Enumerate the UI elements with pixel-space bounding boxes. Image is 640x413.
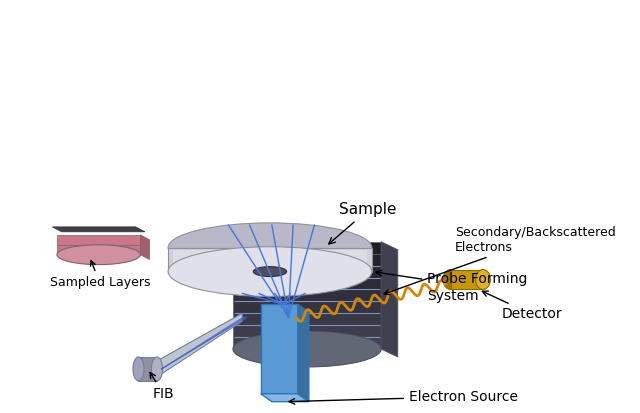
Ellipse shape — [443, 270, 458, 290]
Ellipse shape — [133, 357, 144, 381]
Polygon shape — [168, 248, 372, 272]
Polygon shape — [381, 242, 398, 357]
Polygon shape — [451, 270, 483, 290]
Polygon shape — [57, 235, 140, 245]
Text: Sample: Sample — [329, 202, 397, 244]
Polygon shape — [233, 254, 381, 266]
Polygon shape — [298, 304, 309, 402]
Ellipse shape — [253, 267, 287, 277]
Ellipse shape — [168, 247, 372, 297]
Polygon shape — [260, 304, 298, 394]
Polygon shape — [233, 278, 381, 290]
Polygon shape — [140, 235, 150, 260]
Polygon shape — [233, 301, 381, 313]
Ellipse shape — [233, 331, 381, 367]
Text: Sampled Layers: Sampled Layers — [49, 261, 150, 289]
Polygon shape — [57, 245, 140, 255]
Text: Detector: Detector — [483, 291, 562, 321]
Polygon shape — [233, 313, 381, 325]
Polygon shape — [260, 394, 309, 402]
Text: Secondary/Backscattered
Electrons: Secondary/Backscattered Electrons — [384, 226, 616, 294]
Polygon shape — [233, 266, 381, 278]
Ellipse shape — [57, 245, 140, 265]
Polygon shape — [52, 227, 145, 232]
Polygon shape — [173, 250, 367, 268]
Ellipse shape — [168, 223, 372, 273]
Polygon shape — [233, 325, 381, 337]
Ellipse shape — [476, 270, 490, 290]
Polygon shape — [233, 337, 381, 349]
Polygon shape — [157, 313, 242, 377]
Text: Electron Source: Electron Source — [289, 390, 518, 404]
Polygon shape — [138, 357, 157, 381]
Ellipse shape — [152, 357, 163, 381]
Polygon shape — [233, 242, 381, 254]
Text: Probe Forming
System: Probe Forming System — [376, 270, 528, 303]
Polygon shape — [233, 290, 381, 301]
Text: FIB: FIB — [150, 373, 174, 401]
